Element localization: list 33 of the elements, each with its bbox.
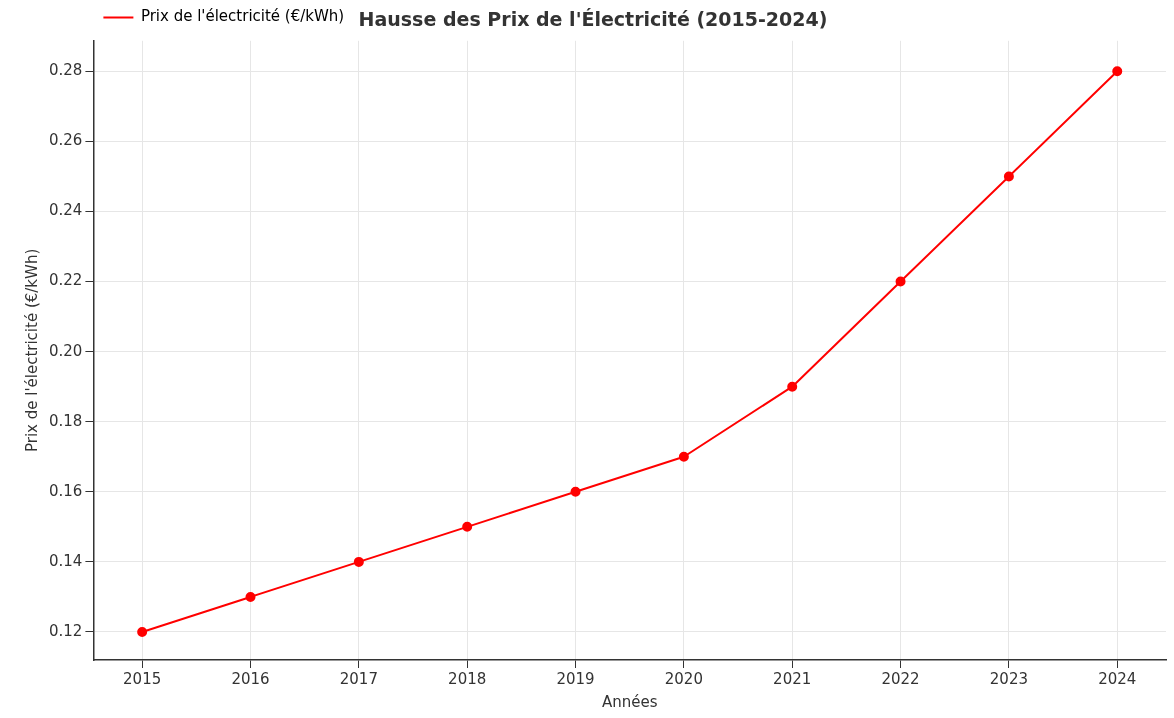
point xyxy=(353,556,364,567)
y-tick-label: 0.20 xyxy=(48,341,83,360)
point xyxy=(570,486,581,497)
point xyxy=(245,591,256,602)
point xyxy=(678,451,689,462)
y-tick-label: 0.22 xyxy=(48,271,83,290)
y-tick-label: 0.26 xyxy=(48,131,83,150)
y-tick-label: 0.18 xyxy=(48,411,83,430)
x-axis-title: Années xyxy=(601,692,658,711)
chart-title: Hausse des Prix de l'Électricité (2015-2024) xyxy=(358,8,828,31)
x-tick-label: 2024 xyxy=(1098,669,1137,688)
point xyxy=(895,276,906,287)
x-tick-label: 2023 xyxy=(989,669,1028,688)
point xyxy=(462,521,473,532)
y-tick-label: 0.16 xyxy=(48,481,83,500)
y-tick-label: 0.12 xyxy=(48,621,83,640)
x-tick-label: 2021 xyxy=(773,669,812,688)
x-tick-label: 2019 xyxy=(556,669,595,688)
x-tick-label: 2020 xyxy=(664,669,703,688)
y-tick-label: 0.24 xyxy=(48,201,83,220)
y-tick-label: 0.14 xyxy=(48,551,83,570)
x-tick-label: 2022 xyxy=(881,669,920,688)
point xyxy=(1003,171,1014,182)
x-tick-label: 2015 xyxy=(123,669,162,688)
point xyxy=(137,626,148,637)
legend-label: Prix de l'électricité (€/kWh) xyxy=(140,7,345,26)
x-tick-label: 2018 xyxy=(448,669,487,688)
y-axis-title: Prix de l'électricité (€/kWh) xyxy=(22,248,41,453)
point xyxy=(787,381,798,392)
x-tick-label: 2017 xyxy=(339,669,378,688)
x-tick-label: 2016 xyxy=(231,669,270,688)
point xyxy=(1112,66,1123,77)
y-tick-label: 0.28 xyxy=(48,61,83,80)
